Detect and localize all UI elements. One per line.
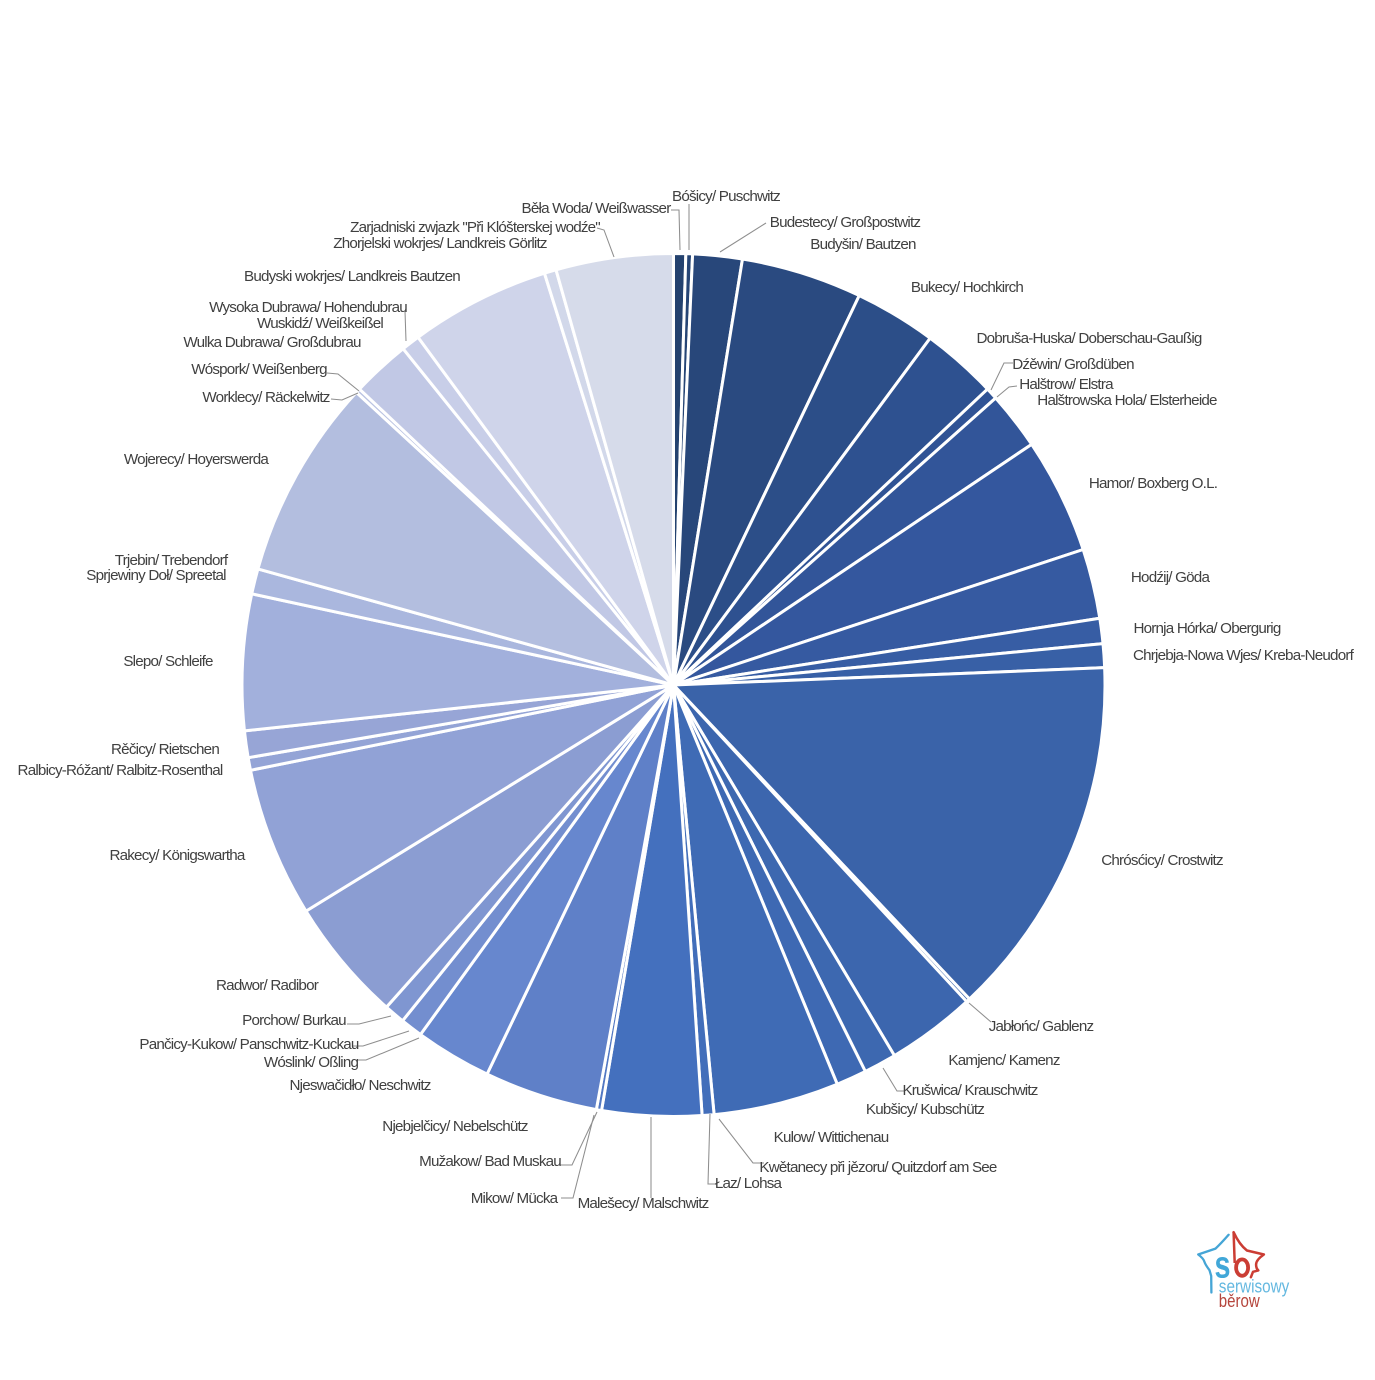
svg-text:Łaz/ Lohsa: Łaz/ Lohsa — [715, 1175, 783, 1192]
svg-text:Hornja Hórka/ Obergurig: Hornja Hórka/ Obergurig — [1133, 620, 1280, 637]
svg-text:Rěčicy/ Rietschen: Rěčicy/ Rietschen — [111, 741, 219, 758]
svg-text:Malešecy/ Malschwitz: Malešecy/ Malschwitz — [578, 1195, 709, 1212]
svg-text:Wóslink/ Oßling: Wóslink/ Oßling — [264, 1054, 359, 1071]
svg-text:Njebjelčicy/ Nebelschütz: Njebjelčicy/ Nebelschütz — [382, 1118, 528, 1135]
svg-text:serwisowy: serwisowy — [1219, 1276, 1290, 1297]
svg-text:s: s — [1215, 1244, 1231, 1286]
svg-text:Wuskidź/ Weißkeißel: Wuskidź/ Weißkeißel — [257, 315, 383, 332]
svg-text:Pančicy-Kukow/ Panschwitz-Kuck: Pančicy-Kukow/ Panschwitz-Kuckau — [139, 1036, 359, 1053]
svg-text:Slepo/ Schleife: Slepo/ Schleife — [123, 653, 213, 670]
svg-text:Wóspork/ Weißenberg: Wóspork/ Weißenberg — [191, 361, 327, 378]
svg-text:Běła Woda/ Weißwasser: Běła Woda/ Weißwasser — [522, 200, 672, 217]
svg-text:Chrjebja-Nowa Wjes/ Kreba-Neud: Chrjebja-Nowa Wjes/ Kreba-Neudorf — [1133, 647, 1355, 664]
svg-text:Kwětanecy při jězoru/ Quitzdor: Kwětanecy při jězoru/ Quitzdorf am See — [759, 1159, 997, 1176]
svg-text:Worklecy/ Räckelwitz: Worklecy/ Räckelwitz — [202, 389, 329, 406]
svg-text:Chrósćicy/ Crostwitz: Chrósćicy/ Crostwitz — [1101, 852, 1223, 869]
svg-text:Hodźij/ Göda: Hodźij/ Göda — [1131, 569, 1211, 586]
svg-text:Kulow/ Wittichenau: Kulow/ Wittichenau — [774, 1129, 889, 1146]
svg-text:Zhorjelski wokrjes/ Landkreis: Zhorjelski wokrjes/ Landkreis Görlitz — [333, 235, 547, 252]
svg-text:Bóšicy/ Puschwitz: Bóšicy/ Puschwitz — [672, 188, 780, 205]
svg-text:Halštrow/ Elstra: Halštrow/ Elstra — [1019, 376, 1114, 393]
svg-text:Dźěwin/ Großdüben: Dźěwin/ Großdüben — [1012, 356, 1134, 373]
svg-text:Krušwica/ Krauschwitz: Krušwica/ Krauschwitz — [902, 1082, 1037, 1099]
svg-text:Rakecy/ Königswartha: Rakecy/ Königswartha — [109, 847, 245, 864]
svg-text:Budyšin/ Bautzen: Budyšin/ Bautzen — [810, 236, 916, 253]
svg-text:Hamor/ Boxberg O.L.: Hamor/ Boxberg O.L. — [1089, 475, 1217, 492]
svg-text:Njeswačidło/ Neschwitz: Njeswačidło/ Neschwitz — [289, 1077, 430, 1094]
svg-text:Halštrowska Hola/ Elsterheide: Halštrowska Hola/ Elsterheide — [1037, 392, 1217, 409]
svg-text:Trjebin/ Trebendorf: Trjebin/ Trebendorf — [115, 552, 229, 569]
svg-text:Jabłońc/ Gablenz: Jabłońc/ Gablenz — [989, 1018, 1094, 1035]
svg-text:Sprjewiny Doł/ Spreetal: Sprjewiny Doł/ Spreetal — [86, 567, 226, 584]
svg-text:Radwor/ Radibor: Radwor/ Radibor — [216, 977, 319, 994]
svg-text:Wojerecy/ Hoyerswerda: Wojerecy/ Hoyerswerda — [124, 451, 269, 468]
svg-text:Kamjenc/ Kamenz: Kamjenc/ Kamenz — [948, 1052, 1059, 1069]
svg-text:Porchow/ Burkau: Porchow/ Burkau — [242, 1012, 346, 1029]
svg-text:Wulka Dubrawa/ Großdubrau: Wulka Dubrawa/ Großdubrau — [183, 334, 361, 351]
svg-text:Mužakow/ Bad Muskau: Mužakow/ Bad Muskau — [419, 1153, 561, 1170]
svg-text:Dobruša-Huska/ Doberschau-Gauß: Dobruša-Huska/ Doberschau-Gaußig — [976, 330, 1201, 347]
svg-text:Bukecy/ Hochkirch: Bukecy/ Hochkirch — [911, 279, 1024, 296]
svg-text:běrow: běrow — [1219, 1290, 1261, 1311]
svg-text:Budestecy/ Großpostwitz: Budestecy/ Großpostwitz — [770, 214, 921, 231]
svg-text:Wysoka Dubrawa/ Hohendubrau: Wysoka Dubrawa/ Hohendubrau — [209, 299, 407, 316]
svg-text:Budyski wokrjes/ Landkreis Bau: Budyski wokrjes/ Landkreis Bautzen — [244, 268, 460, 285]
svg-text:Mikow/ Mücka: Mikow/ Mücka — [471, 1190, 559, 1207]
svg-text:Kubšicy/ Kubschütz: Kubšicy/ Kubschütz — [866, 1101, 984, 1118]
svg-text:Zarjadniski zwjazk "Při Klóšte: Zarjadniski zwjazk "Při Klóšterskej wodź… — [350, 219, 600, 236]
svg-text:Ralbicy-Róžant/ Ralbitz-Rosent: Ralbicy-Róžant/ Ralbitz-Rosenthal — [18, 762, 223, 779]
